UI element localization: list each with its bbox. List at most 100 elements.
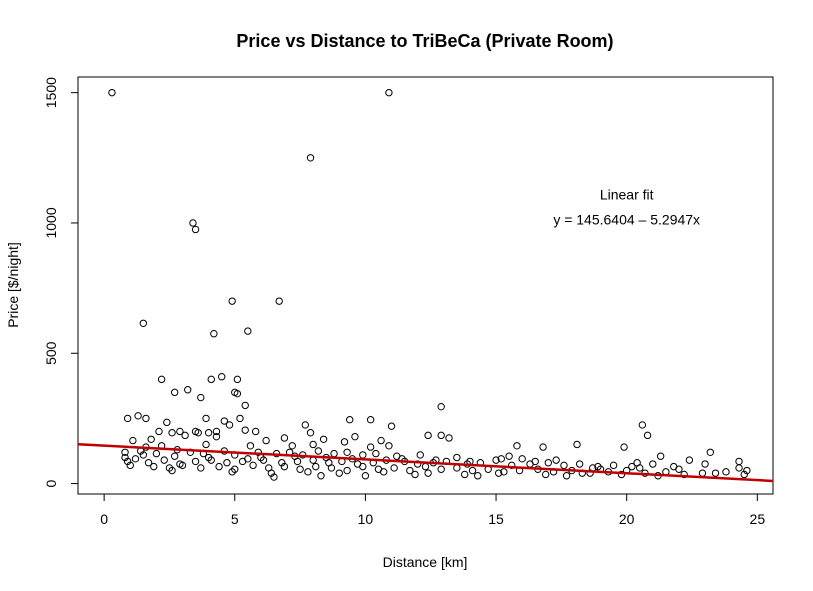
data-point [460, 470, 469, 479]
data-point [531, 457, 539, 466]
data-point [306, 429, 315, 437]
data-point [656, 452, 665, 460]
data-point [359, 451, 367, 459]
data-point [123, 414, 132, 423]
y-tick-label: 1500 [43, 77, 59, 108]
data-point [359, 462, 367, 471]
data-point [379, 468, 388, 476]
data-point [267, 469, 276, 477]
data-point [327, 464, 336, 472]
data-point [617, 470, 626, 479]
data-point [207, 456, 215, 464]
data-point [698, 469, 707, 477]
data-points [108, 88, 751, 481]
data-point [131, 455, 140, 463]
data-point [346, 416, 354, 424]
data-point [573, 440, 581, 449]
data-point [335, 469, 343, 477]
data-point [144, 459, 153, 467]
data-point [513, 442, 521, 450]
data-point [340, 438, 349, 446]
data-point [270, 473, 278, 481]
data-point [262, 436, 270, 445]
data-point [126, 461, 134, 470]
data-point [609, 461, 618, 470]
data-point [244, 455, 252, 463]
data-point [424, 469, 432, 477]
data-point [225, 421, 234, 429]
x-axis-label: Distance [km] [383, 554, 468, 570]
data-point [544, 459, 553, 467]
data-point [500, 468, 508, 476]
data-point [312, 462, 320, 471]
chart-title: Price vs Distance to TriBeCa (Private Ro… [236, 31, 613, 51]
data-point [366, 416, 375, 424]
data-point [494, 469, 503, 477]
data-point [210, 330, 218, 338]
data-point [220, 417, 229, 425]
data-point [139, 319, 148, 327]
data-point [168, 429, 176, 437]
data-point [424, 431, 432, 440]
data-point [301, 421, 310, 429]
plot-frame [77, 76, 774, 495]
data-point [123, 457, 132, 466]
data-point [296, 465, 304, 473]
data-point [387, 422, 396, 430]
data-point [280, 434, 289, 442]
data-point [204, 453, 213, 462]
linear-fit-line [77, 442, 774, 483]
data-point [236, 414, 244, 423]
data-point [416, 451, 424, 459]
data-point [194, 429, 202, 437]
data-point [390, 464, 398, 472]
fit-annotation-title: Linear fit [600, 186, 654, 202]
data-point [139, 451, 148, 459]
data-point [492, 456, 500, 464]
data-point [191, 457, 200, 466]
data-point [288, 442, 296, 450]
data-point [575, 460, 584, 468]
x-tick-label: 0 [100, 511, 108, 527]
data-point [343, 466, 351, 475]
data-point [212, 432, 221, 441]
data-point [735, 457, 743, 466]
data-point [202, 440, 210, 449]
data-point [508, 461, 516, 470]
data-point [437, 402, 445, 411]
data-point [306, 154, 315, 162]
x-tick-label: 25 [750, 511, 766, 527]
data-point [121, 453, 129, 462]
data-point [142, 414, 150, 423]
data-point [280, 462, 289, 471]
data-point [680, 470, 688, 479]
data-point [246, 442, 255, 450]
data-point [560, 461, 568, 470]
data-point [170, 388, 179, 397]
data-point [314, 447, 323, 455]
data-point [259, 456, 268, 464]
y-tick-label: 1000 [43, 207, 59, 238]
data-point [372, 449, 380, 458]
data-point [176, 427, 184, 436]
data-point [160, 456, 168, 464]
data-point [191, 225, 200, 234]
data-point [722, 468, 730, 476]
data-point [497, 455, 505, 463]
data-point [638, 421, 647, 429]
data-point [181, 431, 189, 440]
x-tick-label: 15 [488, 511, 504, 527]
data-point [453, 453, 461, 462]
data-point [411, 470, 419, 479]
data-point [278, 459, 286, 467]
data-point [453, 464, 461, 472]
data-point [377, 436, 385, 445]
x-axis: 0 5 10 15 20 25 [100, 493, 766, 527]
x-tick-label: 5 [231, 511, 239, 527]
data-point [518, 455, 526, 463]
data-point [505, 452, 513, 460]
data-point [184, 386, 192, 394]
data-point [701, 460, 709, 468]
data-point [233, 375, 242, 384]
